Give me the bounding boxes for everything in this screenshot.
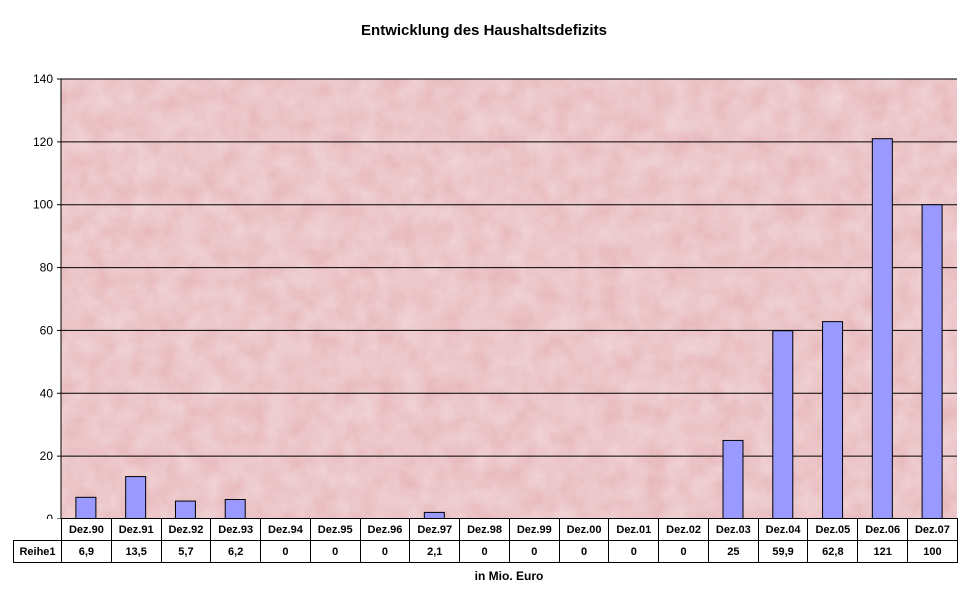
value-label: 59,9 [757,540,809,563]
bar-Dez.91 [125,476,147,520]
value-label: 6,9 [61,540,112,563]
data-table: Dez.90 Dez.91 Dez.92 Dez.93 Dez.94 Dez.95 Dez.… [13,518,958,563]
x-axis-title: in Mio. Euro [474,569,544,583]
bar-Dez.07 [921,204,943,520]
bar-Dez.92 [174,500,196,520]
value-label: 2,1 [409,540,461,563]
y-tick-label: 20 [40,449,54,463]
category-label: Dez.97 [409,518,461,541]
y-tick-label: 40 [40,386,54,400]
value-label: 5,7 [160,540,212,563]
y-tick-label: 120 [33,135,53,149]
category-label: Dez.95 [309,518,361,541]
chart-title: Entwicklung des Haushaltsdefizits [361,22,607,39]
value-row: Reihe1 6,9 13,5 5,7 6,2 0 0 0 2,1 0 0 0 0 0 25 59,9 62,… [13,540,958,563]
bar-Dez.03 [722,439,744,520]
value-label: 0 [658,540,709,563]
series-name-cell: Reihe1 [13,540,62,563]
value-label: 0 [309,540,361,563]
plot-area [61,79,957,519]
value-label: 0 [260,540,311,563]
category-label: Dez.01 [608,518,660,541]
bar-Dez.05 [822,321,844,520]
category-label: Dez.96 [359,518,411,541]
category-label: Dez.99 [508,518,560,541]
bar-Dez.06 [871,138,893,520]
category-label: Dez.90 [61,518,112,541]
y-tick-label: 100 [33,198,53,212]
value-label: 0 [359,540,411,563]
table-corner [13,518,62,541]
category-row: Dez.90 Dez.91 Dez.92 Dez.93 Dez.94 Dez.95 Dez.… [13,518,958,541]
value-label: 100 [907,540,958,563]
bar-Dez.93 [224,499,246,520]
value-label: 0 [508,540,560,563]
category-label: Dez.05 [807,518,859,541]
category-label: Dez.92 [160,518,212,541]
value-label: 0 [558,540,610,563]
bar-Dez.90 [75,496,97,520]
value-label: 6,2 [210,540,262,563]
category-label: Dez.94 [260,518,311,541]
value-label: 0 [459,540,510,563]
value-label: 0 [608,540,660,563]
category-label: Dez.04 [757,518,809,541]
category-label: Dez.03 [707,518,759,541]
category-label: Dez.07 [907,518,958,541]
category-label: Dez.93 [210,518,262,541]
value-label: 13,5 [110,540,162,563]
value-label: 121 [857,540,909,563]
category-label: Dez.02 [658,518,709,541]
y-tick-label: 80 [40,261,54,275]
category-label: Dez.91 [110,518,162,541]
bar-Dez.04 [772,330,794,520]
value-label: 62,8 [807,540,859,563]
y-tick-label: 140 [33,72,53,86]
y-tick-label: 60 [40,323,54,337]
category-label: Dez.06 [857,518,909,541]
category-label: Dez.98 [459,518,510,541]
value-label: 25 [707,540,759,563]
category-label: Dez.00 [558,518,610,541]
